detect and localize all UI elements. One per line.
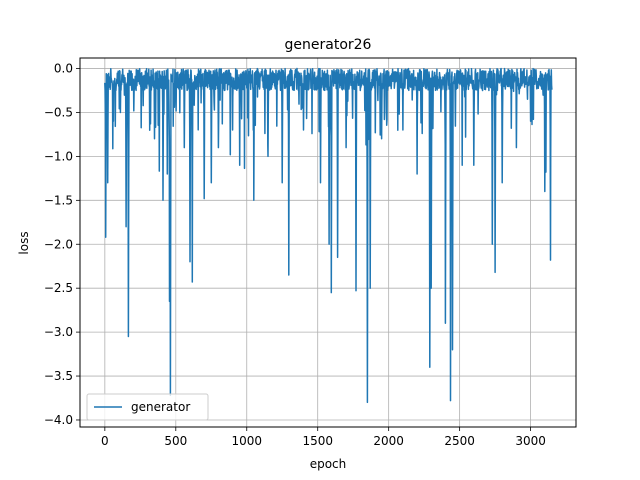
y-tick-label: −4.0: [44, 413, 73, 427]
y-tick-label: −2.0: [44, 237, 73, 251]
legend: generator: [86, 393, 209, 421]
y-tick-label: −3.0: [44, 325, 73, 339]
y-axis-ticks: 0.0 −0.5 −1.0 −1.5 −2.0 −2.5 −3.0 −3.5 −4.0: [44, 62, 80, 427]
legend-label-generator: generator: [131, 400, 190, 414]
x-tick-label: 1000: [231, 434, 262, 448]
x-axis-ticks: 0 500 1000 1500 2000 2500 3000: [101, 427, 546, 448]
chart-title: generator26: [285, 37, 372, 53]
x-tick-label: 2000: [373, 434, 404, 448]
x-tick-label: 0: [101, 434, 109, 448]
y-tick-label: −3.5: [44, 369, 73, 383]
y-tick-label: −1.0: [44, 149, 73, 163]
x-axis-label: epoch: [310, 457, 347, 471]
y-tick-label: −2.5: [44, 281, 73, 295]
y-axis-label: loss: [17, 231, 31, 254]
x-tick-label: 500: [164, 434, 187, 448]
x-tick-label: 1500: [302, 434, 333, 448]
series-line-generator: [104, 67, 553, 404]
plot-frame: [79, 57, 577, 428]
series-group: [104, 67, 553, 404]
y-tick-label: 0.0: [54, 62, 73, 76]
x-tick-label: 3000: [515, 434, 546, 448]
y-tick-label: −1.5: [44, 193, 73, 207]
legend-box: [86, 393, 209, 421]
y-tick-label: −0.5: [44, 105, 73, 119]
x-tick-label: 2500: [444, 434, 475, 448]
